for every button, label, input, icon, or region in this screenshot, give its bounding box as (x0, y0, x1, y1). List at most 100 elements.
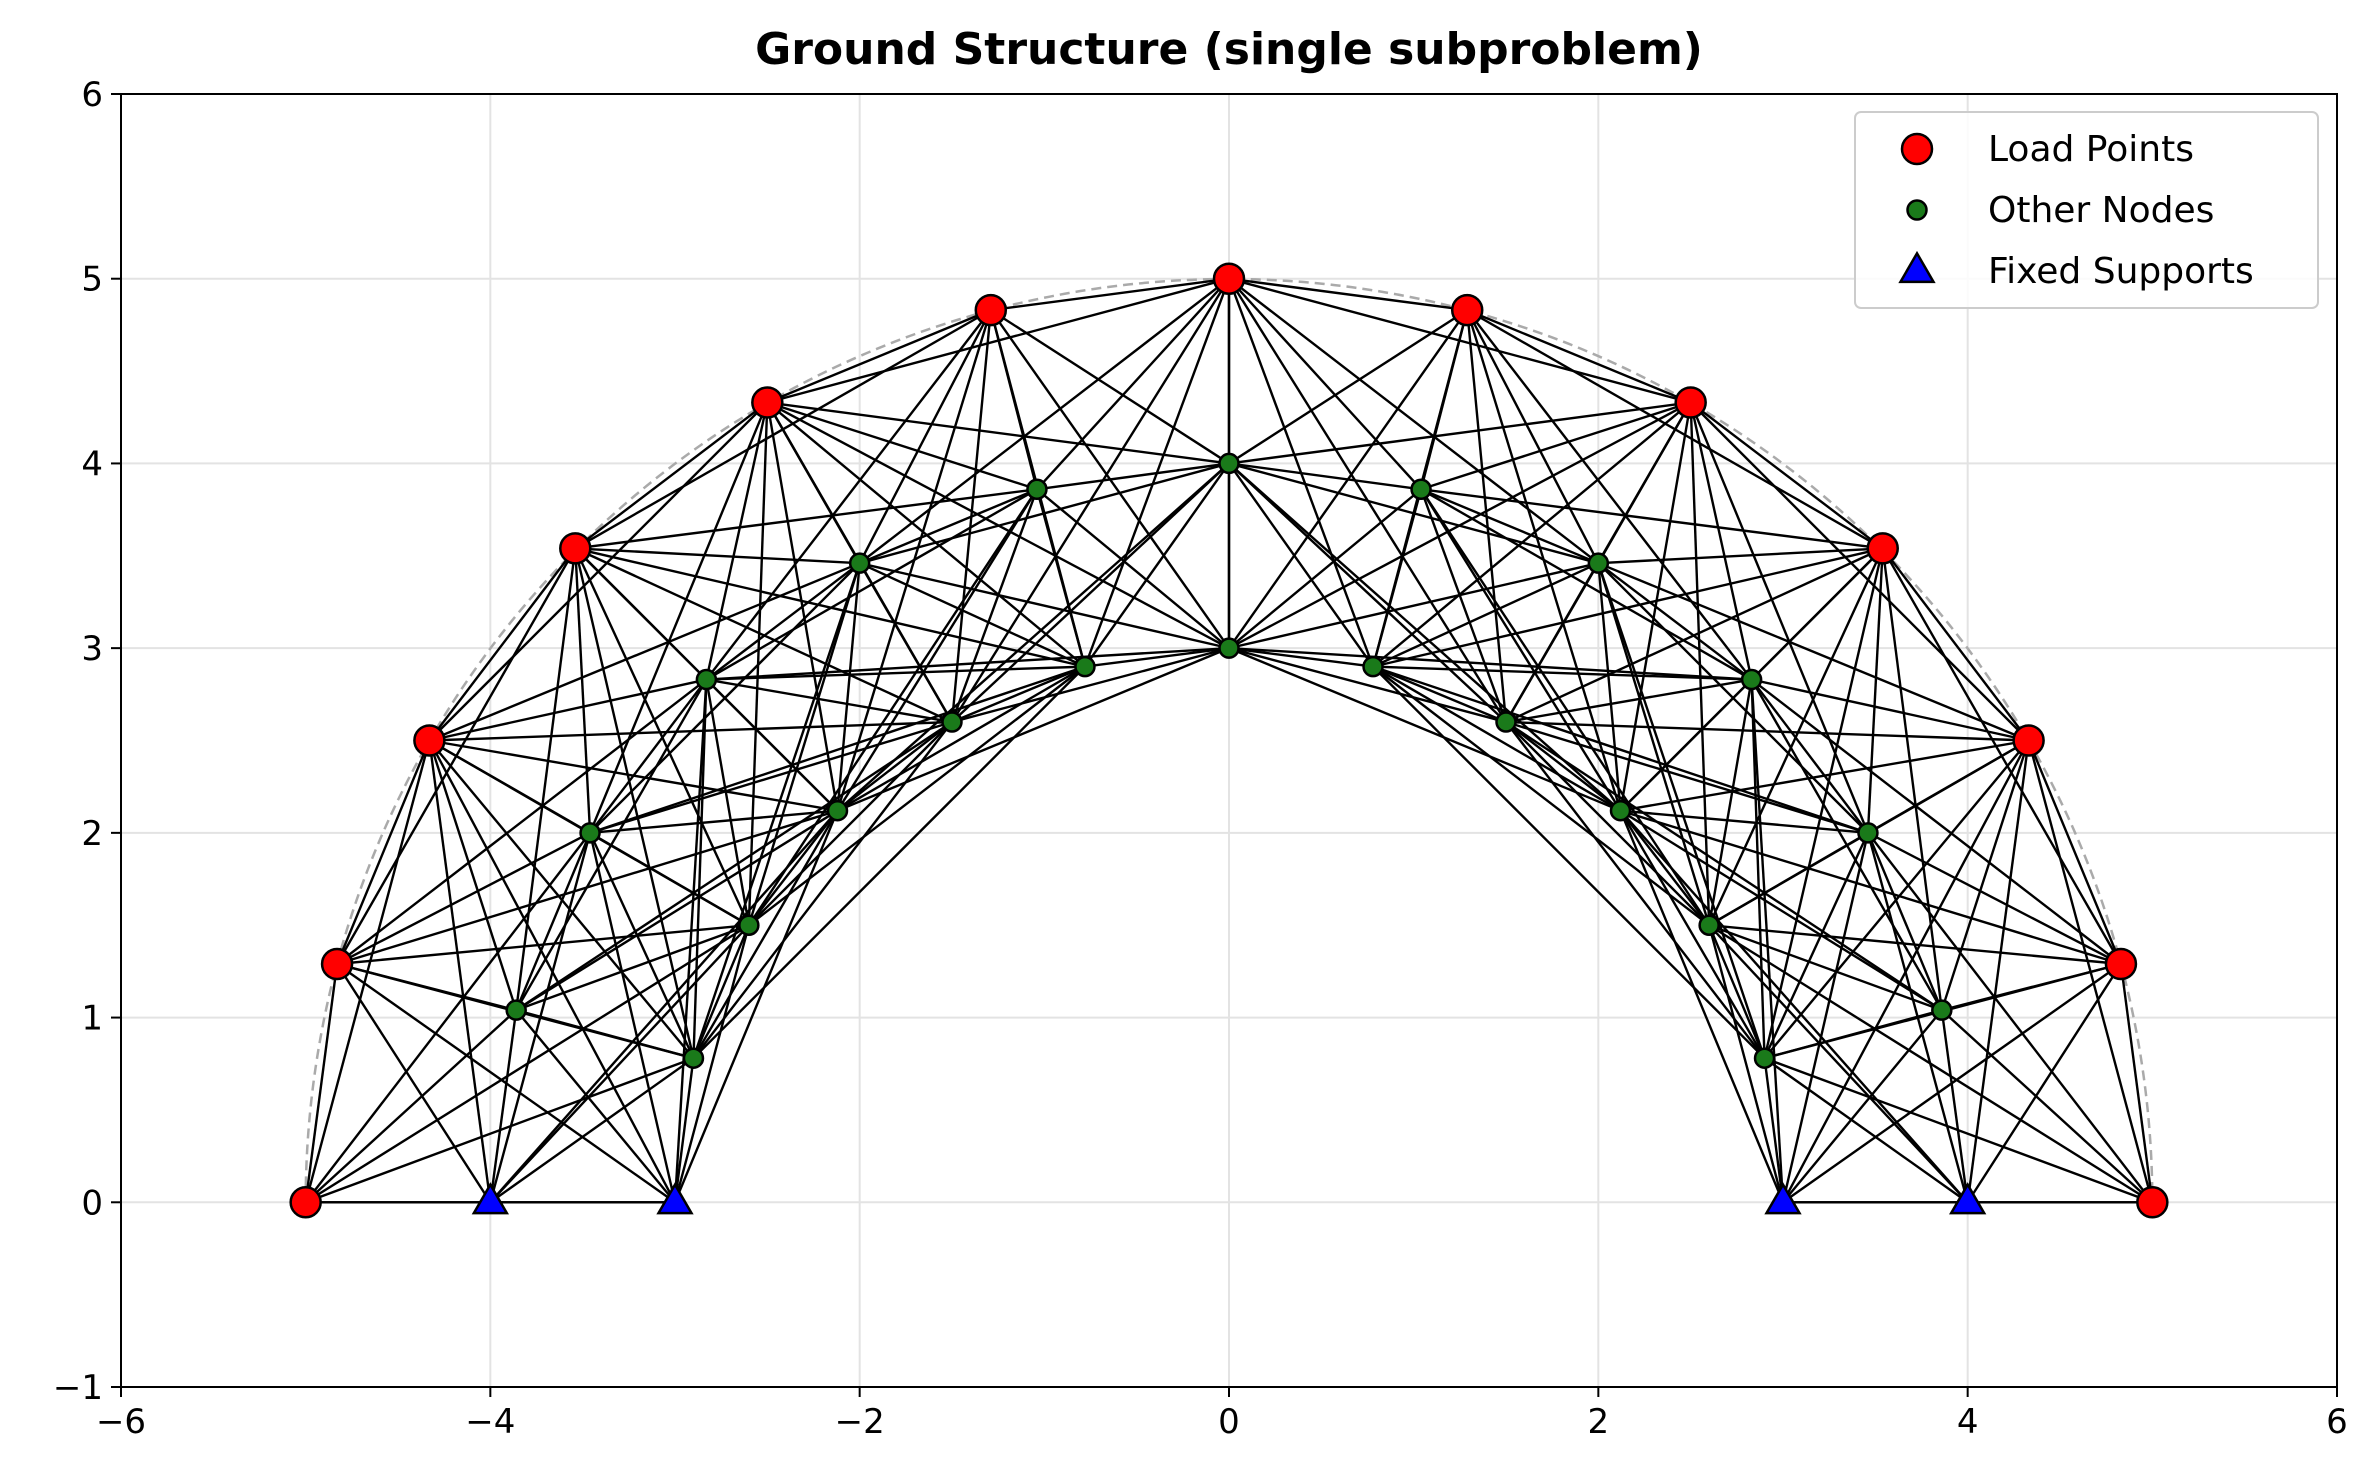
truss-member (588, 832, 695, 1059)
truss-member (836, 488, 1038, 812)
truss-member (1750, 678, 2122, 965)
truss-member (706, 678, 953, 724)
legend-box (1854, 111, 2319, 309)
truss-member (575, 547, 860, 565)
truss-member (1228, 646, 1752, 681)
fixed-support (656, 1182, 694, 1215)
truss-member (1751, 678, 2029, 742)
other-node (505, 999, 527, 1021)
other-node (1026, 478, 1048, 501)
other-node (1495, 711, 1517, 733)
truss-member (489, 1057, 695, 1204)
legend-marker (1906, 199, 1928, 221)
truss-member (1505, 721, 1943, 1012)
truss-member (673, 810, 839, 1203)
truss-member (1228, 562, 1599, 650)
truss-member (1228, 462, 1422, 491)
truss-member (2027, 740, 2123, 965)
x-axis-ticks: −6 −4 −2 0 2 4 6 (96, 1387, 2348, 1442)
truss-member (1619, 810, 1766, 1059)
truss-member (836, 563, 861, 811)
truss-member (705, 678, 839, 812)
load-point (289, 1186, 322, 1219)
truss-member (1228, 277, 1468, 312)
truss-member (1781, 832, 1870, 1203)
y-tick-label: 0 (81, 1183, 103, 1223)
truss-member (1867, 831, 2122, 966)
truss-member (859, 562, 1230, 650)
truss-member (706, 665, 1086, 681)
truss-member (1420, 488, 1622, 812)
truss-member (1881, 547, 2030, 742)
other-node (695, 668, 718, 691)
truss-member (1619, 678, 1753, 812)
truss-member (1228, 462, 1507, 723)
truss-member (574, 401, 769, 550)
truss-member (1505, 678, 1752, 724)
truss-member (1598, 547, 1883, 565)
truss-member (514, 548, 577, 1011)
truss-member (1619, 809, 1943, 1012)
truss-member (951, 462, 1230, 723)
truss-member (1941, 1009, 2154, 1204)
truss-member (1750, 679, 1785, 1203)
load-point (2012, 724, 2045, 757)
truss-member (1966, 740, 2030, 1203)
truss-member (1228, 488, 1422, 650)
other-node (1218, 452, 1240, 475)
truss-member (1036, 277, 1230, 491)
load-point (559, 532, 592, 565)
truss-member (336, 963, 492, 1203)
legend: Load Points Other Nodes Fixed Supports (1854, 111, 2319, 309)
truss-member (950, 488, 1039, 723)
truss-member (515, 832, 592, 1011)
truss-member (1504, 562, 1600, 723)
truss-member (990, 277, 1230, 312)
truss-member (1372, 665, 1507, 724)
other-node (826, 799, 849, 822)
truss-member (1083, 462, 1230, 668)
x-tick-label: −2 (835, 1402, 885, 1442)
truss-member (428, 547, 577, 742)
truss-member (1866, 548, 1884, 833)
legend-label: Fixed Supports (1988, 251, 2254, 292)
truss-member (304, 963, 339, 1203)
truss-member (1228, 401, 1691, 465)
truss-member (429, 678, 707, 742)
truss-member (588, 402, 769, 834)
truss-member (858, 277, 1230, 565)
other-node (1410, 478, 1432, 501)
y-tick-label: 6 (81, 75, 103, 115)
truss-member (1420, 401, 1692, 491)
truss-member (1371, 488, 1423, 667)
load-point (2136, 1186, 2169, 1219)
truss-member (766, 309, 992, 404)
truss-member (1372, 665, 1622, 812)
truss-member (589, 665, 1086, 834)
fixed-support (1948, 1182, 1987, 1215)
truss-member (706, 646, 1230, 681)
chart-title: Ground Structure (single subproblem) (755, 24, 1703, 75)
legend-label: Other Nodes (1988, 190, 2214, 231)
legend-marker (1900, 132, 1934, 166)
load-point (974, 293, 1008, 327)
other-node (1857, 822, 1879, 844)
legend-label: Load Points (1988, 129, 2194, 170)
truss-member (766, 401, 1038, 491)
truss-member (748, 721, 953, 927)
truss-member (1228, 462, 1622, 812)
truss-member (428, 740, 492, 1203)
truss-member (1707, 679, 1753, 926)
truss-member (515, 809, 839, 1012)
truss-member (515, 721, 953, 1012)
truss-member (1228, 646, 1374, 668)
truss-member (1708, 924, 1766, 1059)
truss-member (951, 646, 1230, 724)
truss-member (1689, 402, 1870, 834)
truss-member (705, 402, 769, 680)
truss-member (1372, 562, 1599, 668)
truss-member (1750, 678, 1869, 834)
load-point (1450, 293, 1484, 327)
truss-member (1420, 488, 1711, 926)
truss-member (1372, 665, 1752, 681)
